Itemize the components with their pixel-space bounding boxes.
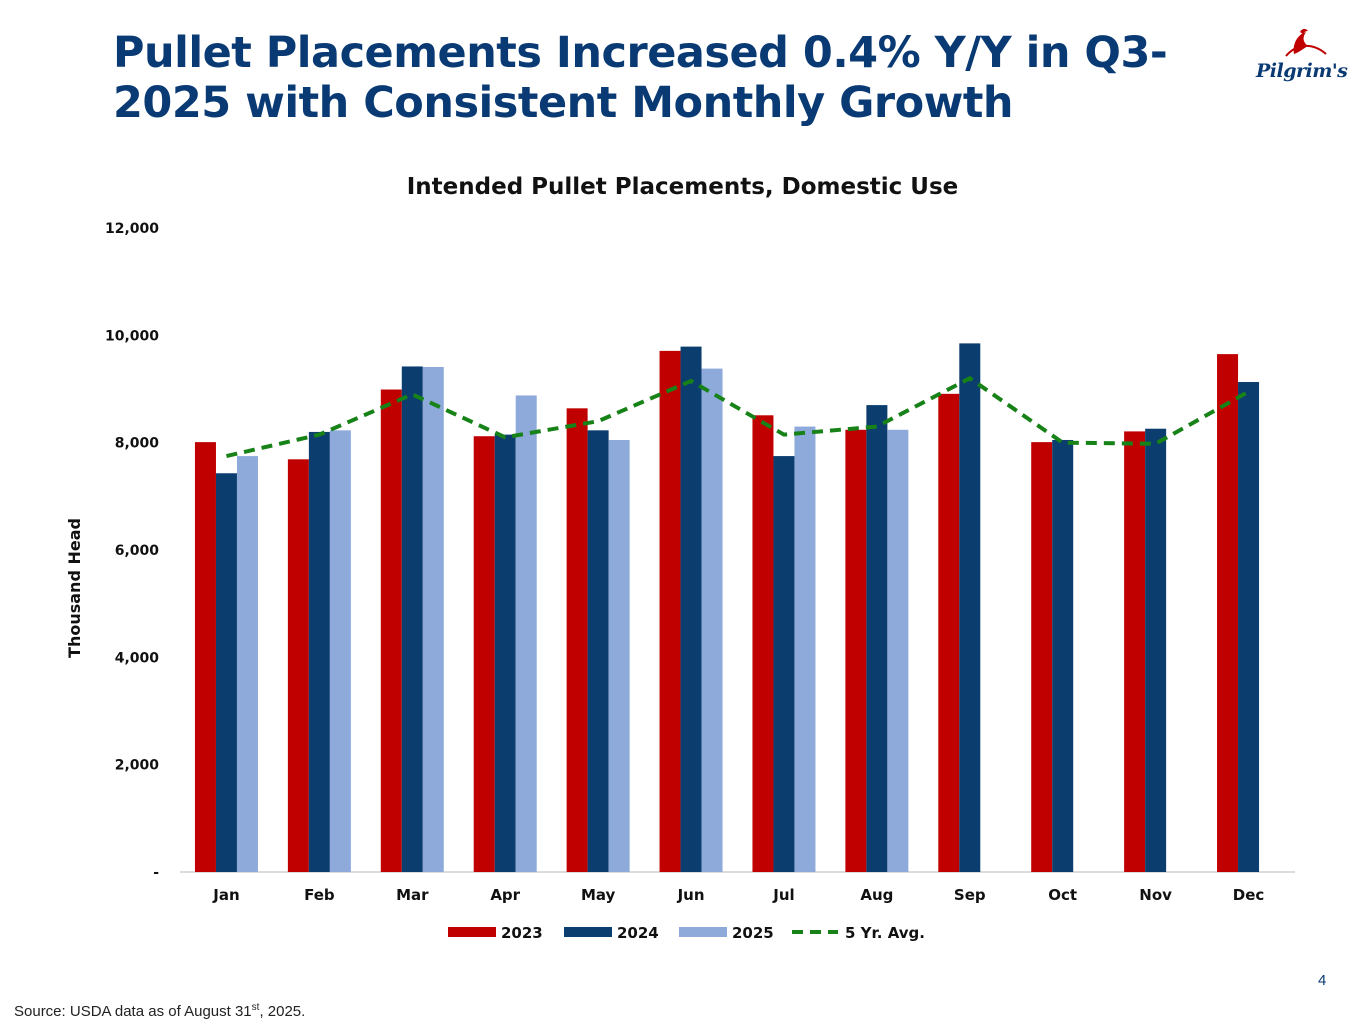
series-line-5yr-avg	[226, 375, 1250, 459]
x-tick-label: Aug	[860, 886, 893, 904]
legend: 2023 2024 2025 5 Yr. Avg.	[448, 924, 925, 942]
x-tick-label: Dec	[1233, 886, 1265, 904]
bar-2024-feb	[308, 431, 330, 872]
bar-2025-jun	[701, 368, 723, 872]
bar-2024-may	[587, 430, 609, 872]
x-tick-label: Jun	[677, 886, 705, 904]
x-tick-label: May	[581, 886, 616, 904]
source-footnote: Source: USDA data as of August 31st, 202…	[14, 1002, 305, 1020]
y-tick-label: -	[153, 865, 159, 881]
bar-2023-jun	[659, 350, 681, 872]
legend-swatch-2023	[448, 927, 496, 937]
page-number: 4	[1318, 972, 1327, 989]
bar-2023-may	[566, 408, 588, 872]
y-tick-label: 8,000	[115, 436, 160, 452]
x-tick-label: Jul	[772, 886, 794, 904]
bar-2024-apr	[494, 434, 516, 872]
legend-label-2024: 2024	[617, 924, 659, 942]
bar-2023-aug	[845, 429, 867, 872]
x-tick-label: Jan	[212, 886, 239, 904]
bar-2023-jul	[752, 415, 774, 872]
bar-2024-jul	[773, 456, 795, 872]
x-tick-label: Feb	[304, 886, 335, 904]
y-axis-ticks: - 2,000 4,000 6,000 8,000 10,000 12,000	[105, 221, 159, 881]
y-tick-label: 4,000	[115, 650, 160, 666]
legend-swatch-2024	[564, 927, 612, 937]
x-tick-label: Sep	[954, 886, 986, 904]
y-tick-label: 6,000	[115, 543, 160, 559]
source-text-end: , 2025.	[259, 1003, 306, 1020]
y-tick-label: 2,000	[115, 758, 160, 774]
legend-label-5-yr-avg-: 5 Yr. Avg.	[845, 924, 925, 942]
bar-2025-jan	[236, 456, 258, 872]
bar-2023-apr	[473, 436, 495, 872]
rooster-icon	[1285, 28, 1327, 57]
legend-label-2023: 2023	[501, 924, 543, 942]
legend-label-2025: 2025	[732, 924, 774, 942]
bar-2025-apr	[515, 395, 537, 872]
bar-2024-jun	[680, 346, 702, 872]
bar-2025-feb	[329, 430, 351, 872]
source-superscript: st	[251, 1002, 260, 1013]
legend-swatch-2025	[679, 927, 727, 937]
logo-wordmark: Pilgrim's	[1256, 60, 1348, 82]
x-tick-label: Nov	[1139, 886, 1172, 904]
y-axis-title: Thousand Head	[65, 518, 84, 658]
bar-2025-jul	[794, 426, 816, 872]
bar-2025-may	[608, 439, 630, 872]
x-tick-label: Oct	[1048, 886, 1077, 904]
slide-title: Pullet Placements Increased 0.4% Y/Y in …	[113, 28, 1193, 128]
bar-2024-sep	[959, 343, 981, 873]
y-tick-label: 12,000	[105, 221, 159, 237]
bar-2024-aug	[866, 405, 888, 872]
bar-2023-jan	[194, 442, 216, 872]
slide-title-line-1: Pullet Placements Increased 0.4% Y/Y in …	[113, 28, 1168, 78]
bar-2024-oct	[1052, 439, 1074, 872]
chart-title: Intended Pullet Placements, Domestic Use	[406, 174, 959, 200]
bar-2025-aug	[887, 429, 909, 872]
y-tick-label: 10,000	[105, 328, 159, 344]
bar-2024-nov	[1145, 428, 1167, 872]
x-tick-label: Apr	[490, 886, 520, 904]
bars	[194, 343, 1260, 873]
bar-2024-jan	[215, 473, 237, 872]
slide-title-line-2: 2025 with Consistent Monthly Growth	[113, 78, 1014, 128]
bar-2024-mar	[401, 366, 423, 872]
pilgrims-logo: Pilgrim's	[1256, 26, 1348, 90]
bar-2023-feb	[287, 459, 309, 872]
x-axis-labels: Jan Feb Mar Apr May Jun Jul Aug Sep Oct Nov Dec	[212, 886, 1264, 904]
bar-2023-nov	[1124, 431, 1146, 872]
x-tick-label: Mar	[396, 886, 429, 904]
bar-2025-mar	[422, 366, 444, 872]
source-text: Source: USDA data as of August 31	[14, 1003, 252, 1020]
bar-2023-sep	[938, 393, 960, 872]
bar-2023-oct	[1031, 442, 1053, 872]
bar-2024-dec	[1238, 382, 1260, 872]
bar-2023-dec	[1217, 354, 1239, 872]
bar-2023-mar	[380, 389, 402, 872]
